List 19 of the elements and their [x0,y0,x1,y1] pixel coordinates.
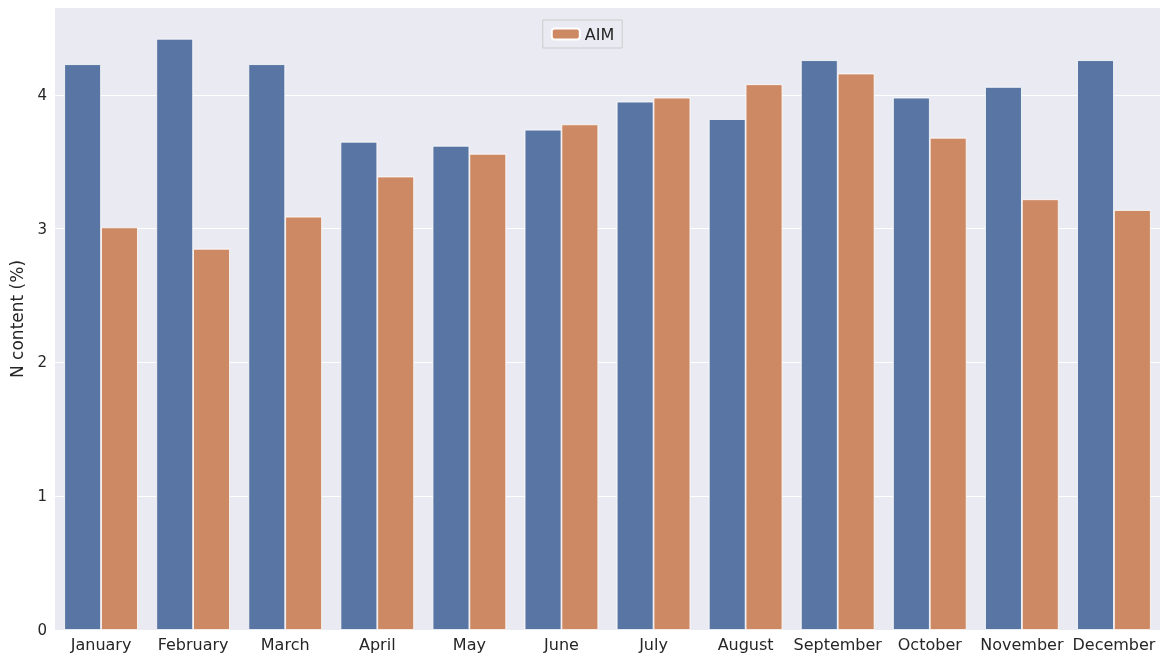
x-tick-label: April [359,634,396,654]
x-tick-label: August [717,634,774,654]
x-tick-label: December [1072,634,1156,654]
x-tick-label: February [157,634,229,654]
y-tick-label: 3 [37,219,47,238]
y-tick-label: 4 [37,85,47,104]
x-tick-label: September [793,634,883,654]
x-tick-label: June [543,634,579,654]
x-tick-label: May [452,634,486,654]
x-tick-label: March [260,634,310,654]
x-tick-label: July [638,634,668,654]
x-tick-label: October [897,634,963,654]
y-tick-label: 2 [37,353,47,372]
y-axis-title: N content (%) [6,259,27,379]
y-tick-label: 1 [37,487,47,506]
x-tick-label: November [980,634,1064,654]
y-tick-label: 0 [37,621,47,639]
legend-label: AIM [584,24,615,44]
x-tick-label: January [69,634,132,654]
